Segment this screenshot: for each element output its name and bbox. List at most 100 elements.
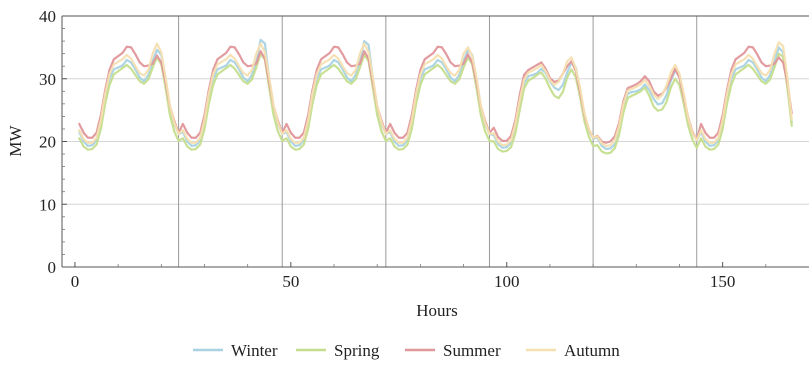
data-point-winter	[121, 64, 124, 67]
data-point-summer	[242, 61, 244, 64]
data-point-spring	[294, 149, 296, 151]
data-point-spring	[700, 137, 702, 139]
data-point-autumn	[553, 84, 555, 86]
data-point-spring	[665, 101, 668, 103]
data-point-autumn	[147, 69, 149, 71]
data-point-spring	[208, 103, 210, 105]
data-point-autumn	[519, 99, 521, 101]
data-point-spring	[173, 130, 175, 133]
data-point-spring	[437, 64, 439, 66]
data-point-summer	[739, 55, 741, 57]
data-point-autumn	[583, 112, 586, 114]
data-point-winter	[355, 74, 357, 76]
data-point-summer	[674, 68, 676, 70]
data-point-autumn	[683, 93, 685, 95]
data-point-winter	[342, 68, 344, 70]
data-point-autumn	[156, 43, 158, 45]
legend-label-spring: Spring	[334, 341, 380, 360]
data-point-winter	[221, 66, 223, 69]
data-point-spring	[445, 74, 447, 76]
legend-label-autumn: Autumn	[564, 341, 620, 360]
data-point-spring	[406, 144, 409, 146]
data-point-autumn	[389, 129, 391, 131]
y-tick-label: 10	[39, 195, 56, 214]
data-point-winter	[437, 59, 439, 61]
data-point-autumn	[251, 69, 253, 71]
data-point-spring	[247, 83, 249, 85]
data-point-autumn	[268, 76, 270, 79]
data-point-autumn	[419, 73, 421, 75]
data-point-autumn	[82, 138, 85, 140]
data-point-summer	[182, 123, 184, 125]
data-point-summer	[255, 63, 257, 65]
axis-layer: 0 10 20 30 40 0 50 100 150	[39, 7, 809, 291]
data-point-autumn	[510, 139, 512, 141]
data-point-winter	[428, 66, 430, 69]
data-point-autumn	[506, 144, 508, 146]
data-point-autumn	[173, 122, 175, 124]
data-point-spring	[255, 66, 257, 69]
data-point-winter	[195, 144, 197, 146]
data-point-spring	[402, 148, 404, 150]
data-point-summer	[627, 87, 629, 89]
data-point-winter	[536, 72, 538, 74]
data-point-autumn	[657, 98, 659, 100]
data-point-summer	[760, 61, 763, 64]
data-point-summer	[445, 53, 447, 55]
data-point-summer	[359, 63, 361, 65]
data-point-autumn	[566, 60, 568, 62]
data-point-summer	[393, 132, 396, 134]
data-point-autumn	[169, 105, 171, 107]
data-point-summer	[238, 53, 240, 55]
data-point-autumn	[247, 75, 249, 77]
data-point-winter	[113, 68, 115, 70]
data-point-summer	[320, 58, 322, 60]
data-point-summer	[186, 132, 188, 134]
data-point-autumn	[700, 129, 702, 131]
data-point-spring	[87, 149, 89, 151]
data-point-winter	[445, 68, 447, 70]
data-point-summer	[190, 137, 193, 139]
data-point-winter	[454, 80, 456, 82]
data-point-spring	[333, 64, 335, 66]
data-point-autumn	[333, 54, 335, 56]
data-point-winter	[251, 74, 253, 76]
data-point-autumn	[454, 75, 456, 77]
data-point-autumn	[104, 93, 106, 95]
data-point-spring	[143, 83, 145, 85]
data-point-autumn	[238, 65, 240, 67]
data-point-winter	[609, 147, 611, 149]
data-point-spring	[717, 144, 719, 146]
data-point-summer	[424, 58, 426, 60]
series-points-autumn	[78, 41, 793, 147]
data-point-summer	[324, 55, 326, 57]
data-point-autumn	[696, 139, 698, 141]
data-point-autumn	[316, 73, 318, 75]
data-point-autumn	[501, 144, 504, 146]
data-point-spring	[385, 140, 387, 142]
data-point-summer	[540, 61, 542, 64]
data-point-winter	[290, 140, 292, 143]
data-point-spring	[376, 114, 378, 116]
data-point-autumn	[665, 85, 668, 87]
data-point-spring	[782, 56, 784, 58]
data-point-autumn	[605, 145, 607, 147]
data-point-autumn	[514, 123, 516, 125]
data-point-spring	[139, 80, 141, 82]
data-point-autumn	[592, 137, 594, 139]
data-point-autumn	[372, 76, 374, 79]
data-point-autumn	[670, 71, 672, 74]
x-tick-label: 50	[282, 272, 299, 291]
data-point-autumn	[100, 119, 102, 121]
data-point-autumn	[78, 129, 80, 131]
data-point-summer	[389, 123, 391, 125]
data-point-autumn	[95, 137, 98, 139]
data-point-autumn	[428, 61, 430, 63]
data-point-summer	[160, 61, 162, 64]
data-point-spring	[329, 67, 331, 69]
data-point-summer	[631, 85, 633, 87]
data-point-autumn	[195, 142, 197, 144]
data-point-winter	[635, 90, 637, 92]
data-point-winter	[147, 74, 149, 76]
data-point-spring	[355, 78, 357, 80]
